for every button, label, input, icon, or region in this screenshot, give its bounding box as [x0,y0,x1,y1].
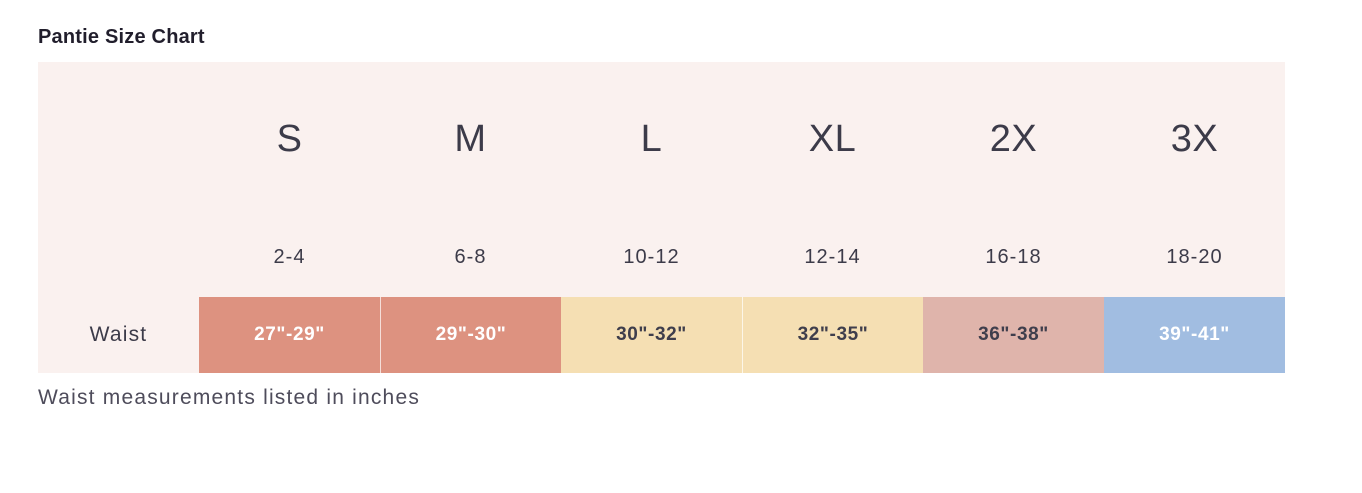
waist-cell-l: 30"-32" [561,297,742,373]
waist-cell-s: 27"-29" [199,297,380,373]
page-title: Pantie Size Chart [38,26,205,48]
dress-size-l: 10-12 [623,245,680,268]
dress-size-m: 6-8 [454,245,487,268]
size-header-m: M [454,118,487,160]
corner-spacer [38,62,199,217]
size-header-l: L [640,118,663,160]
dress-size-row: 2-4 6-8 10-12 12-14 16-18 18-20 [38,217,1285,297]
corner-spacer [38,217,199,297]
size-chart-page: Pantie Size Chart S M L XL 2X 3X 2-4 6-8… [38,26,1285,409]
chart-caption: Waist measurements listed in inches [38,386,421,409]
waist-cell-2x: 36"-38" [923,297,1104,373]
dress-size-xl: 12-14 [804,245,861,268]
waist-cell-3x: 39"-41" [1104,297,1285,373]
size-letter-row: S M L XL 2X 3X [38,62,1285,217]
size-header-s: S [276,118,303,160]
waist-row: Waist 27"-29" 29"-30" 30"-32" 32"-35" 36… [38,297,1285,373]
size-header-2x: 2X [989,118,1038,160]
dress-size-s: 2-4 [273,245,306,268]
dress-size-2x: 16-18 [985,245,1042,268]
waist-row-label: Waist [89,323,148,346]
size-header-xl: XL [808,118,857,160]
waist-cell-m: 29"-30" [380,297,561,373]
dress-size-3x: 18-20 [1166,245,1223,268]
size-chart-table: S M L XL 2X 3X 2-4 6-8 10-12 12-14 16-18… [38,62,1285,373]
size-header-3x: 3X [1170,118,1219,160]
waist-cell-xl: 32"-35" [742,297,923,373]
